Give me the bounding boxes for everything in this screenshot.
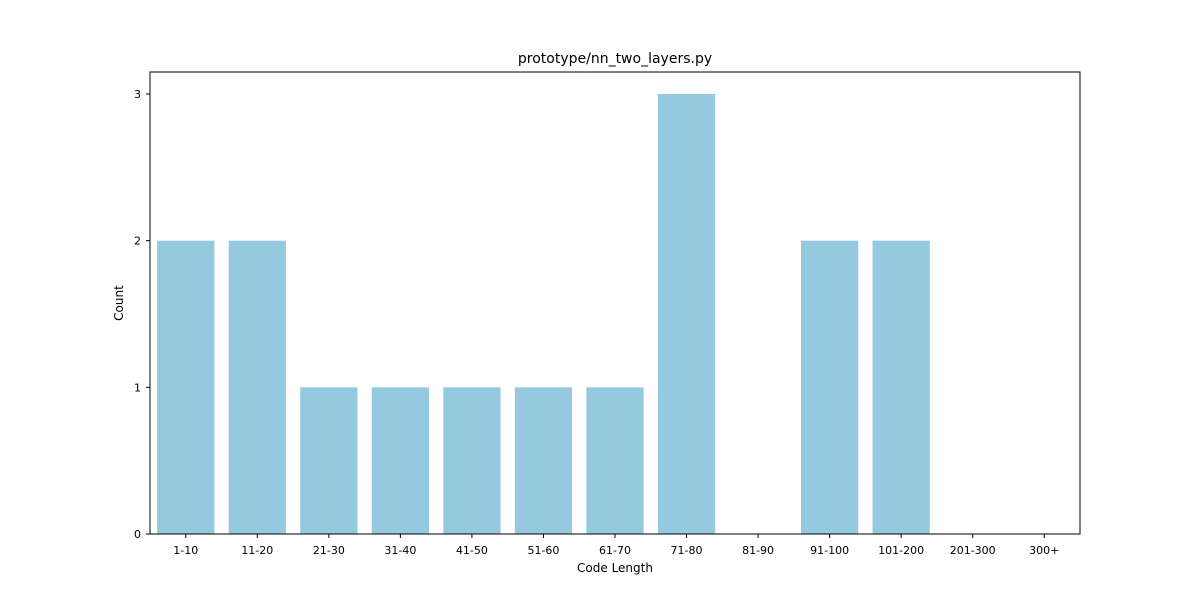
y-axis-label: Count (112, 285, 126, 321)
x-tick-label: 61-70 (599, 544, 631, 557)
bar-51-60 (514, 387, 573, 534)
bar-101-200 (872, 240, 930, 534)
bar-41-50 (443, 387, 501, 534)
x-tick-label: 91-100 (810, 544, 849, 557)
bar-11-20 (228, 240, 286, 534)
bars-group (157, 94, 930, 534)
bar-21-30 (300, 387, 358, 534)
x-axis-label: Code Length (577, 561, 653, 575)
y-axis: 0 1 2 3 (134, 88, 150, 541)
bar-91-100 (801, 240, 859, 534)
bar-71-80 (657, 94, 716, 534)
y-tick-label: 3 (134, 88, 141, 101)
x-tick-label: 21-30 (313, 544, 345, 557)
y-tick-label: 0 (134, 528, 141, 541)
y-tick-label: 1 (134, 381, 141, 394)
bar-31-40 (371, 387, 429, 534)
x-tick-label: 1-10 (173, 544, 198, 557)
bar-61-70 (586, 387, 644, 534)
x-tick-label: 11-20 (241, 544, 273, 557)
x-tick-label: 300+ (1029, 544, 1059, 557)
y-tick-label: 2 (134, 235, 141, 248)
x-tick-label: 201-300 (950, 544, 996, 557)
x-tick-label: 41-50 (456, 544, 488, 557)
x-tick-label: 31-40 (384, 544, 416, 557)
x-tick-label: 51-60 (527, 544, 559, 557)
chart-title: prototype/nn_two_layers.py (518, 51, 712, 67)
x-axis: 1-10 11-20 21-30 31-40 41-50 51-60 61-70 71-80 8… (173, 534, 1059, 557)
bar-1-10 (157, 240, 215, 534)
x-tick-label: 101-200 (878, 544, 924, 557)
x-tick-label: 81-90 (742, 544, 774, 557)
x-tick-label: 71-80 (671, 544, 703, 557)
